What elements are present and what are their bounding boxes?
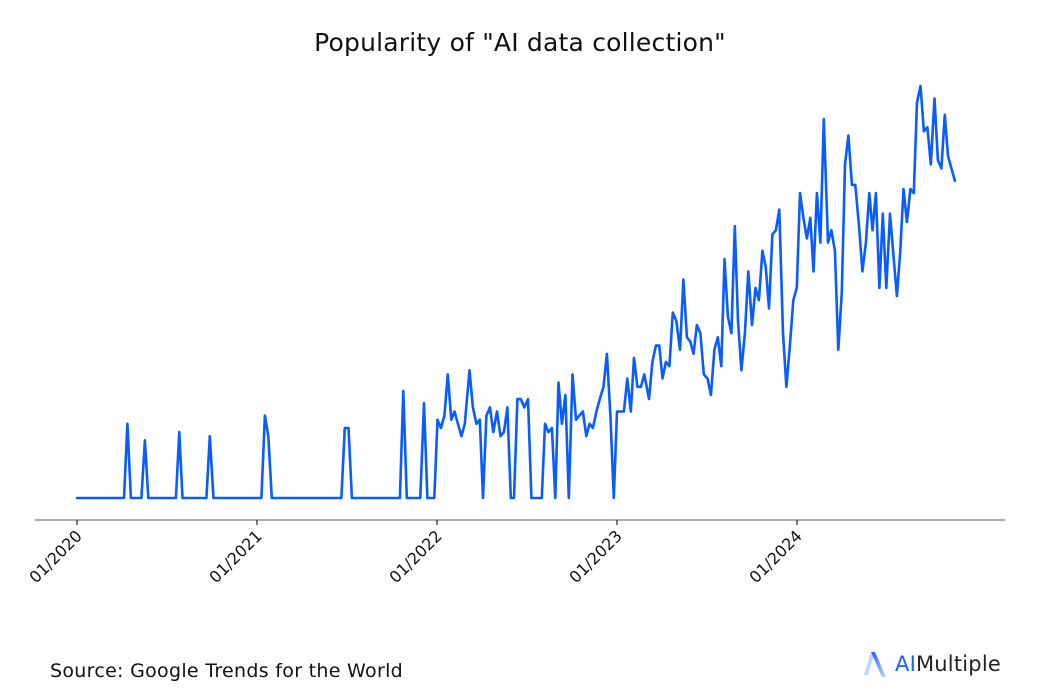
line-chart: 01/2020 01/2021 01/2022 01/2023 01/2024 bbox=[25, 84, 1005, 587]
brand-ai: AI bbox=[895, 652, 916, 676]
x-axis: 01/2020 01/2021 01/2022 01/2023 01/2024 bbox=[25, 519, 1005, 587]
aimultiple-logo-icon bbox=[864, 652, 886, 677]
brand-multiple: Multiple bbox=[915, 652, 1001, 676]
data-line bbox=[75, 84, 957, 500]
x-tick-label: 01/2024 bbox=[745, 526, 805, 586]
x-tick-label: 01/2021 bbox=[205, 526, 265, 586]
x-tick-label: 01/2022 bbox=[385, 526, 445, 586]
source-caption: Source: Google Trends for the World bbox=[50, 660, 404, 682]
x-tick-label: 01/2023 bbox=[565, 526, 625, 586]
brand-logo: AIMultiple bbox=[862, 648, 1001, 680]
x-tick-label: 01/2020 bbox=[25, 526, 85, 586]
chart-title: Popularity of "AI data collection" bbox=[314, 28, 726, 57]
